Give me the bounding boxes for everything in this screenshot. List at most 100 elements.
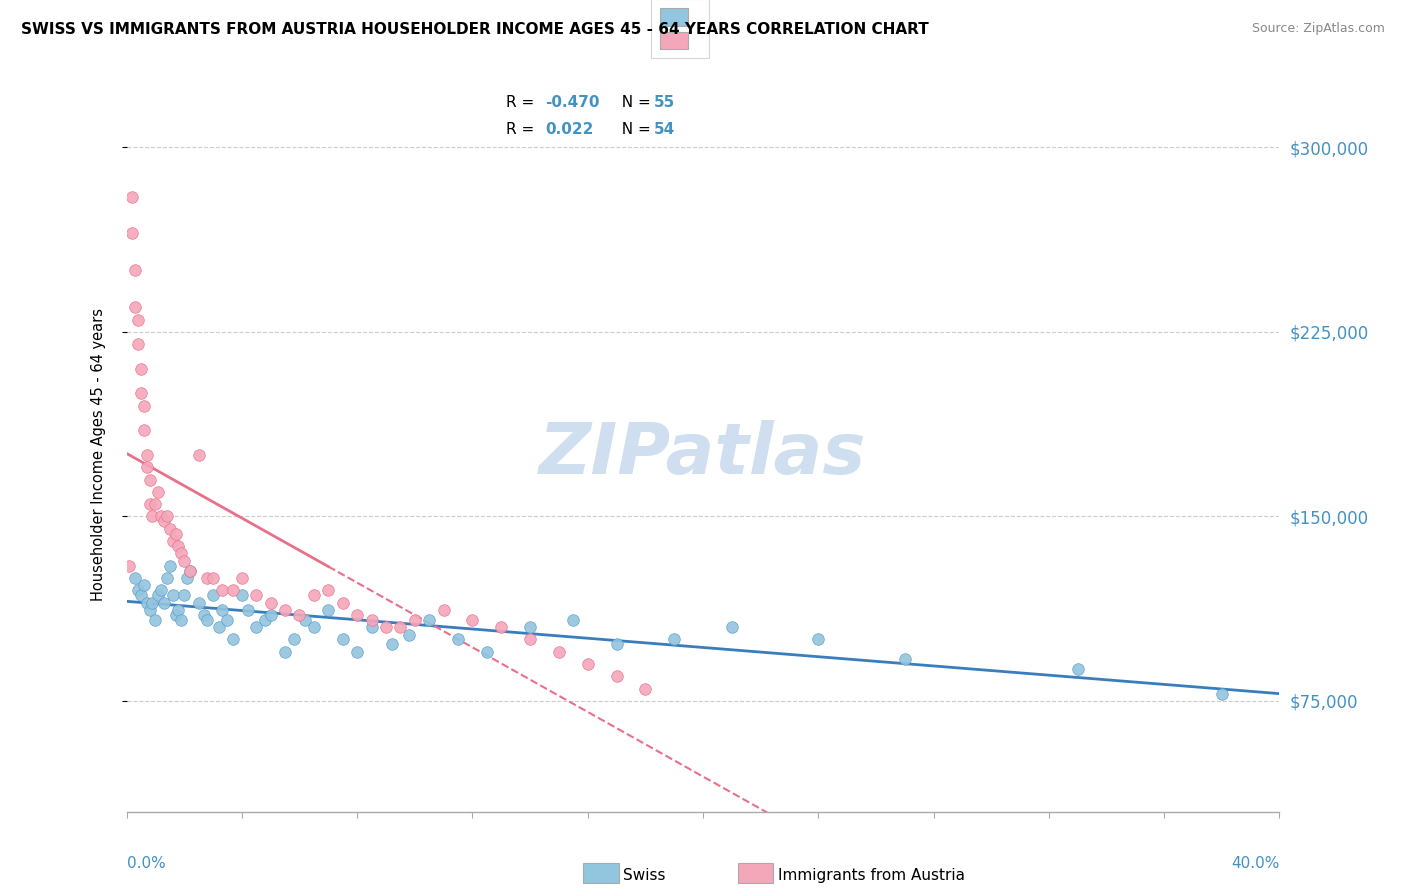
Point (519, 632, 541, 647)
Text: -0.470: -0.470 (546, 95, 600, 110)
Point (1067, 662, 1090, 676)
Point (156, 571, 179, 585)
Legend: , : , (651, 0, 709, 59)
Point (162, 588, 184, 602)
Point (150, 583, 173, 598)
Text: 0.0%: 0.0% (127, 856, 166, 871)
Point (127, 583, 149, 598)
Point (519, 620, 541, 634)
Point (145, 497, 166, 511)
Point (664, 632, 686, 647)
Point (346, 645, 368, 659)
Point (156, 509, 179, 524)
Point (576, 657, 599, 671)
Point (211, 603, 233, 617)
Point (404, 613, 426, 627)
Point (245, 620, 267, 634)
Text: ZIPatlas: ZIPatlas (540, 420, 866, 490)
Text: N =: N = (612, 95, 655, 110)
Point (145, 613, 166, 627)
Point (1211, 687, 1233, 701)
Point (165, 607, 187, 622)
Text: Immigrants from Austria: Immigrants from Austria (778, 869, 965, 883)
Point (302, 620, 325, 634)
Point (605, 637, 627, 651)
Point (165, 526, 187, 541)
Point (245, 588, 267, 602)
Point (135, 448, 157, 462)
Point (138, 603, 160, 617)
Point (222, 583, 245, 598)
Point (894, 652, 917, 666)
Point (283, 632, 305, 647)
Point (127, 312, 149, 326)
Point (318, 583, 340, 598)
Point (138, 473, 160, 487)
Point (461, 613, 484, 627)
Point (153, 596, 176, 610)
Point (302, 588, 325, 602)
Text: N =: N = (612, 122, 655, 136)
Point (381, 637, 404, 651)
Text: Swiss: Swiss (623, 869, 665, 883)
Point (332, 632, 354, 647)
Text: 40.0%: 40.0% (1232, 856, 1279, 871)
Point (121, 189, 143, 203)
Point (193, 607, 215, 622)
Text: 54: 54 (654, 122, 675, 136)
Point (346, 607, 368, 622)
Point (562, 613, 585, 627)
Point (202, 571, 225, 585)
Point (211, 583, 233, 598)
Point (159, 522, 181, 536)
Point (179, 564, 201, 578)
Point (202, 588, 225, 602)
Point (195, 613, 218, 627)
Point (129, 361, 152, 376)
Point (418, 613, 440, 627)
Point (634, 681, 657, 696)
Point (253, 613, 276, 627)
Point (274, 645, 297, 659)
Point (360, 620, 382, 634)
Point (195, 571, 218, 585)
Point (807, 632, 830, 647)
Point (170, 546, 193, 560)
Point (332, 596, 354, 610)
Point (153, 514, 176, 528)
Point (150, 509, 173, 524)
Text: SWISS VS IMMIGRANTS FROM AUSTRIA HOUSEHOLDER INCOME AGES 45 - 64 YEARS CORRELATI: SWISS VS IMMIGRANTS FROM AUSTRIA HOUSEHO… (21, 22, 929, 37)
Point (720, 620, 742, 634)
Point (132, 423, 155, 437)
Point (236, 603, 259, 617)
Point (389, 620, 412, 634)
Point (170, 613, 193, 627)
Point (118, 558, 141, 573)
Point (217, 613, 239, 627)
Text: R =: R = (506, 95, 540, 110)
Point (162, 534, 184, 549)
Point (173, 588, 195, 602)
Point (231, 588, 253, 602)
Point (129, 386, 152, 401)
Point (135, 460, 157, 475)
Point (489, 620, 512, 634)
Point (129, 588, 152, 602)
Point (294, 613, 316, 627)
Point (148, 588, 170, 602)
Point (132, 399, 155, 413)
Point (141, 509, 163, 524)
Point (259, 596, 281, 610)
Point (127, 337, 149, 351)
Point (447, 632, 470, 647)
Point (187, 596, 209, 610)
Point (475, 645, 498, 659)
Point (176, 571, 198, 585)
Point (138, 497, 160, 511)
Point (208, 620, 231, 634)
Point (398, 627, 420, 641)
Point (179, 564, 201, 578)
Point (173, 554, 195, 568)
Text: Source: ZipAtlas.com: Source: ZipAtlas.com (1251, 22, 1385, 36)
Text: R =: R = (506, 122, 544, 136)
